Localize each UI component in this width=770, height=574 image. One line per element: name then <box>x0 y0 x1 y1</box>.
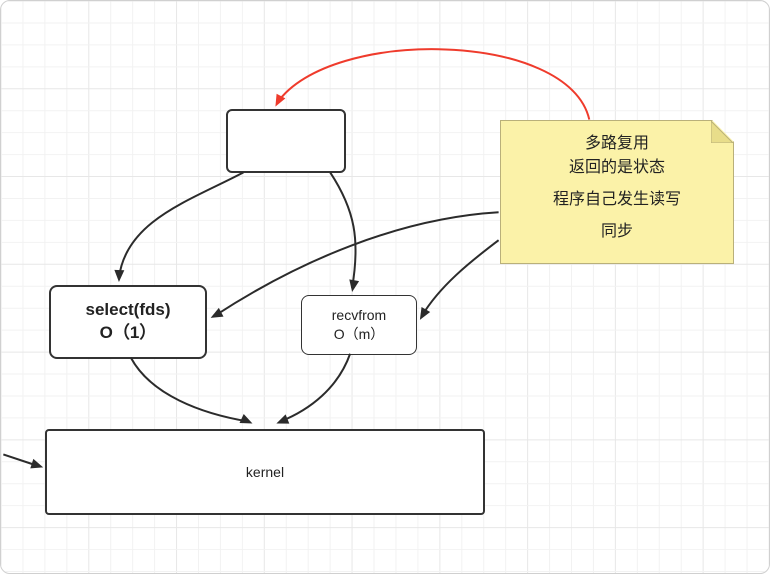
node-select-fds: select(fds)O（1） <box>49 285 207 359</box>
node-kernel: kernel <box>45 429 485 515</box>
diagram-frame: select(fds)O（1） recvfromO（m） kernel 多路复用… <box>0 0 770 574</box>
annotation-note: 多路复用返回的是状态程序自己发生读写同步 <box>500 120 734 264</box>
annotation-note-text: 多路复用返回的是状态程序自己发生读写同步 <box>511 129 723 255</box>
node-app <box>226 109 346 173</box>
node-recvfrom: recvfromO（m） <box>301 295 417 355</box>
